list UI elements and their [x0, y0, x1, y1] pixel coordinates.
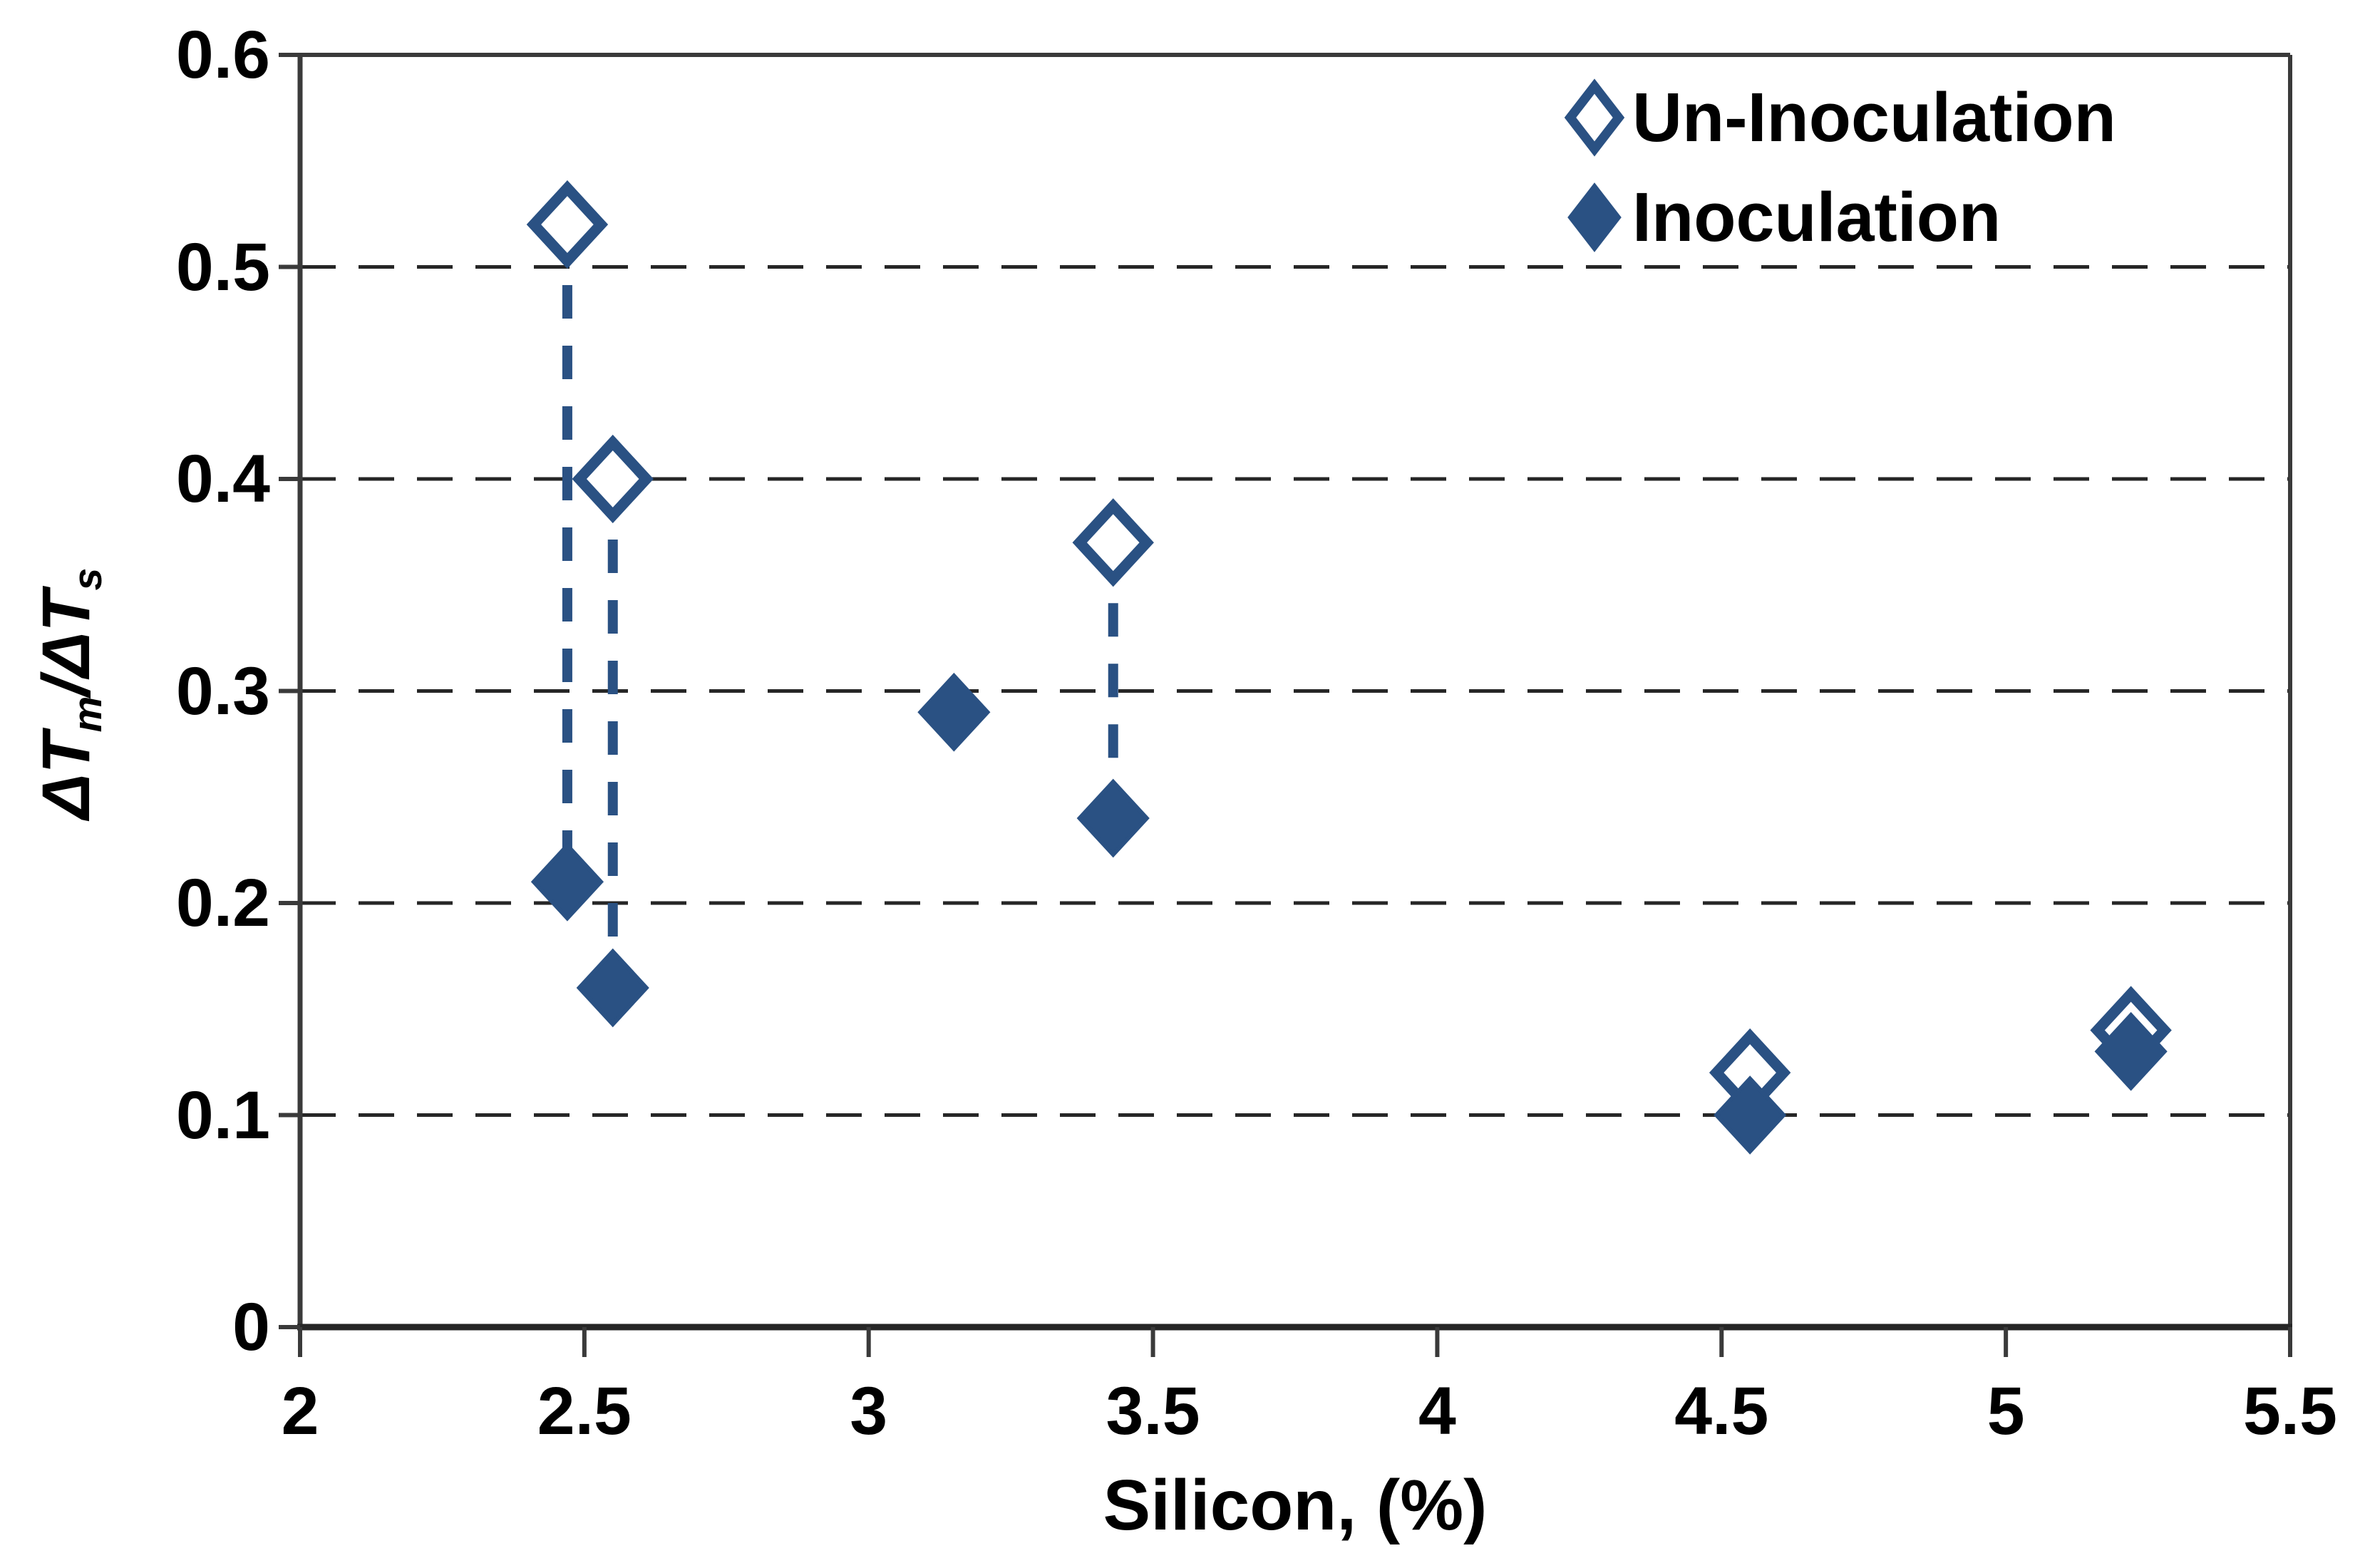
x-tick-label: 3 [850, 1373, 888, 1449]
marker-filled-diamond [576, 948, 649, 1028]
marker-filled-diamond [1076, 778, 1150, 858]
x-tick-label: 5 [1987, 1373, 2025, 1449]
marker-filled-diamond [2094, 1011, 2168, 1091]
x-axis-title: Silicon, (%) [1103, 1465, 1488, 1545]
x-tick-label: 2 [281, 1373, 319, 1449]
x-tick-label: 4.5 [1674, 1373, 1769, 1449]
y-tick-label: 0.4 [175, 441, 270, 517]
x-tick-label: 5.5 [2242, 1373, 2338, 1449]
y-axis-title: ΔTm/ΔTs [24, 337, 130, 1050]
y-axis-title-segment: ΔT [28, 732, 104, 820]
y-tick-label: 0.6 [175, 17, 270, 93]
marker-filled-diamond [917, 672, 991, 752]
legend-open-diamond-icon [1564, 78, 1625, 157]
x-tick-label: 3.5 [1106, 1373, 1200, 1449]
y-tick-label: 0 [232, 1289, 270, 1365]
legend-filled-diamond-icon [1567, 182, 1622, 252]
x-tick-label: 4 [1418, 1373, 1456, 1449]
y-axis-title-segment: /ΔT [28, 590, 104, 696]
y-axis-title-subscript: m [65, 696, 111, 733]
marker-open-diamond [1072, 498, 1154, 587]
marker-filled-diamond [530, 842, 604, 922]
marker-open-diamond [526, 180, 609, 269]
marker-open-diamond [572, 434, 654, 524]
y-tick-label: 0.5 [175, 229, 270, 305]
marker-filled-diamond [1714, 1076, 1787, 1155]
y-tick-label: 0.3 [175, 653, 270, 729]
x-tick-label: 2.5 [537, 1373, 632, 1449]
legend-item-label: Un-Inoculation [1632, 78, 2116, 156]
legend-item-label: Inoculation [1632, 178, 2001, 256]
y-tick-label: 0.2 [175, 865, 270, 941]
y-tick-label: 0.1 [175, 1077, 270, 1153]
y-axis-title-subscript: s [65, 567, 111, 591]
